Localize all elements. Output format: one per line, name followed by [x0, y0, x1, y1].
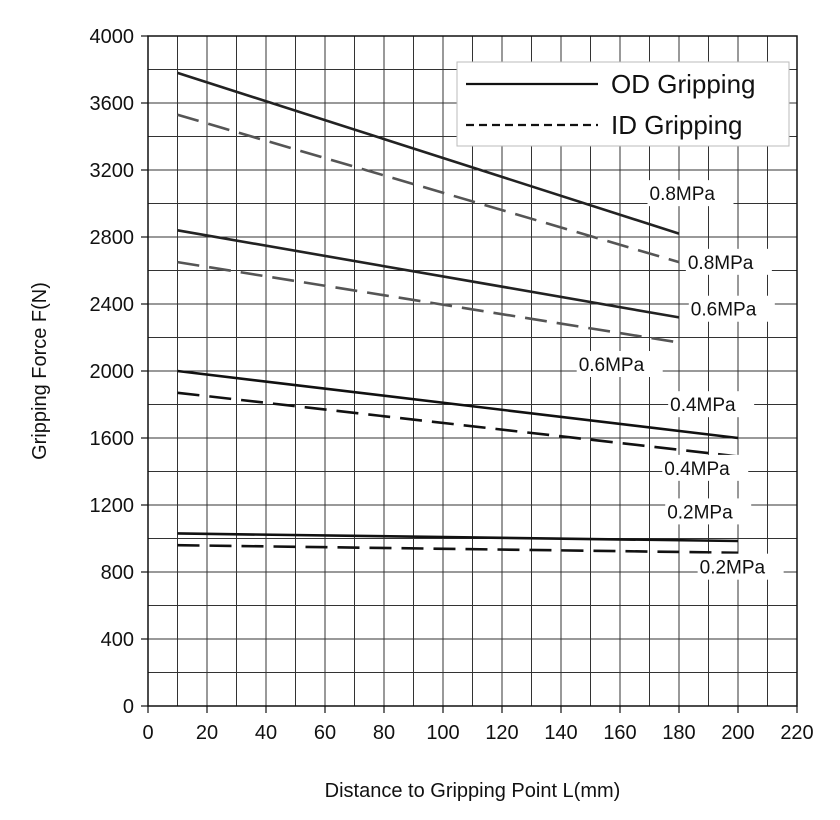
od-gripping-line-0.4mpa [177, 369, 739, 440]
y-tick-label: 1200 [90, 495, 135, 517]
id-gripping-line-0.8mpa [177, 113, 680, 264]
x-tick-label: 200 [721, 722, 754, 744]
series-label-id-0.6mpa: 0.6MPa [579, 355, 645, 376]
x-tick-label: 120 [485, 722, 518, 744]
x-tick-label: 180 [662, 722, 695, 744]
y-axis-title: Gripping Force F(N) [29, 282, 51, 460]
series-label-bg [576, 351, 663, 377]
od-gripping-line-0.8mpa [177, 71, 680, 235]
y-tick-label: 400 [101, 629, 134, 651]
series-label-bg [647, 180, 734, 207]
series-label-bg [668, 391, 755, 418]
series-label-od-0.6mpa: 0.6MPa [691, 300, 757, 321]
y-tick-label: 2000 [90, 361, 135, 383]
x-tick-label: 40 [255, 722, 277, 744]
x-tick-label: 160 [603, 722, 636, 744]
id-gripping-line-0.2mpa [177, 543, 739, 555]
series-label-od-0.4mpa: 0.4MPa [670, 395, 736, 416]
legend: OD Gripping ID Gripping [456, 61, 790, 147]
series-label-id-0.8mpa: 0.8MPa [688, 253, 754, 274]
y-tick-label: 2800 [90, 227, 135, 249]
y-tick-label: 3200 [90, 160, 135, 182]
x-axis-title: Distance to Gripping Point L(mm) [325, 780, 621, 802]
series-label-bg [685, 248, 772, 275]
y-tick-label: 1600 [90, 428, 135, 450]
series-label-bg [665, 498, 752, 525]
x-tick-label: 20 [196, 722, 218, 744]
x-tick-label: 100 [426, 722, 459, 744]
series-label-bg [688, 295, 775, 322]
y-tick-label: 2400 [90, 294, 135, 316]
x-tick-label: 220 [780, 722, 813, 744]
series-label-od-0.8mpa: 0.8MPa [650, 184, 716, 205]
series-lines [177, 71, 739, 555]
y-tick-label: 0 [123, 696, 134, 718]
legend-label-id: ID Gripping [611, 110, 743, 140]
y-tick-label: 800 [101, 562, 134, 584]
legend-label-od: OD Gripping [611, 69, 756, 99]
od-gripping-line-0.6mpa [177, 229, 680, 319]
x-tick-label: 60 [314, 722, 336, 744]
series-label-id-0.2mpa: 0.2MPa [700, 558, 766, 579]
y-tick-label: 3600 [90, 93, 135, 115]
x-tick-label: 80 [373, 722, 395, 744]
y-tick-label: 4000 [90, 26, 135, 48]
series-labels: 0.8MPa 0.8MPa 0.6MPa 0.6MPa 0.4MPa 0.4MPa 0.2M… [576, 180, 784, 580]
series-label-bg [697, 553, 784, 580]
series-label-bg [662, 454, 749, 481]
series-label-od-0.2mpa: 0.2MPa [667, 502, 733, 523]
id-gripping-line-0.4mpa [177, 391, 739, 458]
legend-box [456, 61, 790, 147]
x-tick-label: 140 [544, 722, 577, 744]
tick-labels: 0 20 40 60 80 100 120 140 160 180 200 220 0 400 800 120… [90, 26, 814, 744]
od-gripping-line-0.2mpa [177, 532, 739, 543]
id-gripping-line-0.6mpa [177, 260, 680, 344]
series-label-id-0.4mpa: 0.4MPa [664, 459, 730, 480]
x-tick-label: 0 [142, 722, 153, 744]
